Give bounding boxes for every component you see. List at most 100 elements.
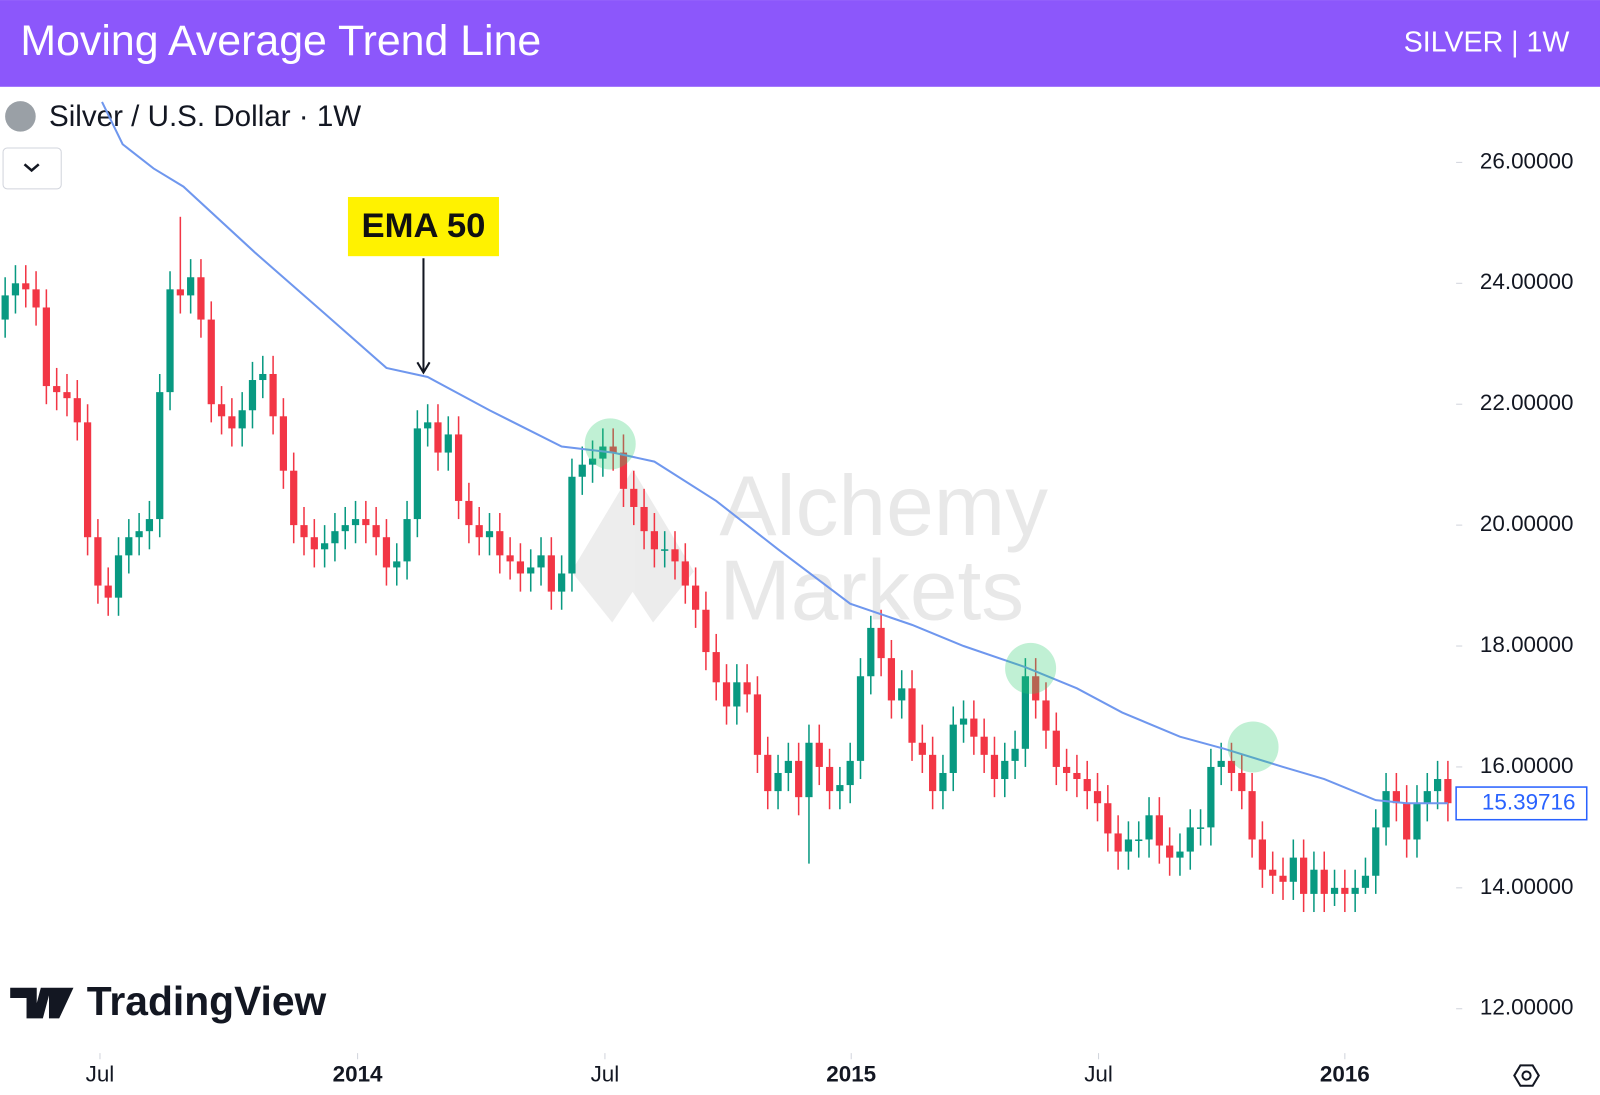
candle-body xyxy=(661,549,669,551)
candle-body xyxy=(53,386,61,393)
candle-body xyxy=(1011,748,1019,761)
candle-body xyxy=(485,531,494,538)
candle-body xyxy=(619,452,628,489)
candle-body xyxy=(990,754,999,780)
candle-body xyxy=(207,319,215,405)
candle-body xyxy=(887,658,896,701)
candle-body xyxy=(846,760,854,786)
x-tick-label: Jul xyxy=(591,1061,620,1086)
candle-body xyxy=(1372,827,1380,876)
candle-body xyxy=(1403,803,1411,840)
candle-body xyxy=(588,458,597,465)
candle-body xyxy=(279,416,288,471)
candle-body xyxy=(918,742,926,755)
candle-body xyxy=(187,277,195,296)
watermark: Alchemy Markets xyxy=(571,458,1048,639)
candle-body xyxy=(166,289,174,393)
candle-body xyxy=(650,531,658,550)
settings-icon[interactable] xyxy=(1513,1064,1540,1087)
candle-body xyxy=(238,410,246,429)
candle-body xyxy=(1300,857,1308,894)
candle-body xyxy=(1320,869,1328,894)
candle-body xyxy=(671,549,679,562)
touch-highlight xyxy=(1227,721,1279,773)
y-tick-label: 20.00000 xyxy=(1480,511,1574,536)
candle-body xyxy=(856,676,865,761)
candle-body xyxy=(764,754,772,792)
candle-body xyxy=(537,555,545,568)
candle-body xyxy=(825,766,834,792)
y-tick-label: 16.00000 xyxy=(1480,753,1574,778)
candle-body xyxy=(1062,766,1071,773)
candle-body xyxy=(908,688,916,743)
candle-body xyxy=(475,525,483,538)
candle-body xyxy=(630,488,638,507)
candle-body xyxy=(805,742,813,798)
candle-body xyxy=(351,519,360,526)
candle-body xyxy=(1248,791,1256,840)
candle-body xyxy=(1186,827,1194,852)
candle-body xyxy=(1,295,9,320)
candle-body xyxy=(867,627,875,677)
candle-body xyxy=(114,555,123,598)
candle-body xyxy=(1423,791,1431,804)
header-bar xyxy=(0,0,1600,87)
annotation-box xyxy=(347,196,499,257)
candle-body xyxy=(269,373,277,417)
candle-body xyxy=(465,500,473,526)
candle-body xyxy=(372,525,380,538)
candle-body xyxy=(32,289,40,308)
candle-body xyxy=(1269,869,1277,876)
candle-body xyxy=(774,772,782,792)
candle-body xyxy=(877,627,885,659)
x-tick-label: 2015 xyxy=(826,1061,876,1086)
candle-body xyxy=(300,525,308,538)
x-tick-label: 2014 xyxy=(333,1061,383,1086)
candle-body xyxy=(393,561,401,568)
candle-body xyxy=(248,380,257,411)
candle-body xyxy=(815,742,823,767)
candle-body xyxy=(1021,676,1029,749)
candle-body xyxy=(712,652,720,683)
candle-body xyxy=(1258,839,1267,870)
candle-body xyxy=(753,694,762,755)
candle-body xyxy=(1351,887,1359,894)
chevron xyxy=(23,163,40,173)
candle-body xyxy=(506,555,514,562)
x-tick-label: 2016 xyxy=(1320,1061,1370,1086)
y-tick-label: 26.00000 xyxy=(1480,148,1574,173)
candle-body xyxy=(1104,803,1112,834)
candle-body xyxy=(1361,875,1370,888)
candle-body xyxy=(403,519,411,562)
candle-body xyxy=(331,531,339,544)
candle-body xyxy=(228,416,236,429)
candle-body xyxy=(1166,845,1174,858)
candle-body xyxy=(1289,857,1297,882)
candle-body xyxy=(310,537,318,550)
candle-body xyxy=(547,555,555,592)
candle-body xyxy=(1392,791,1400,804)
candle-body xyxy=(321,543,329,550)
plot-area xyxy=(1,101,1452,913)
candle-body xyxy=(1042,700,1050,731)
candle-body xyxy=(836,785,844,792)
candle-body xyxy=(1217,760,1225,767)
candle-body xyxy=(176,289,184,296)
candle-body xyxy=(929,754,937,792)
candle-body xyxy=(42,307,50,387)
candle-body xyxy=(1135,839,1143,842)
candle-body xyxy=(434,422,442,453)
candle-body xyxy=(1330,887,1339,894)
candle-body xyxy=(959,718,968,725)
candle-body xyxy=(104,585,112,598)
x-tick-label: Jul xyxy=(86,1061,115,1086)
candle-body xyxy=(94,537,102,586)
y-tick-label: 18.00000 xyxy=(1480,632,1574,657)
candle-body xyxy=(527,567,535,574)
candle-body xyxy=(382,537,391,568)
candle-body xyxy=(568,476,576,574)
candle-body xyxy=(83,422,92,538)
last-price-box xyxy=(1455,786,1588,821)
